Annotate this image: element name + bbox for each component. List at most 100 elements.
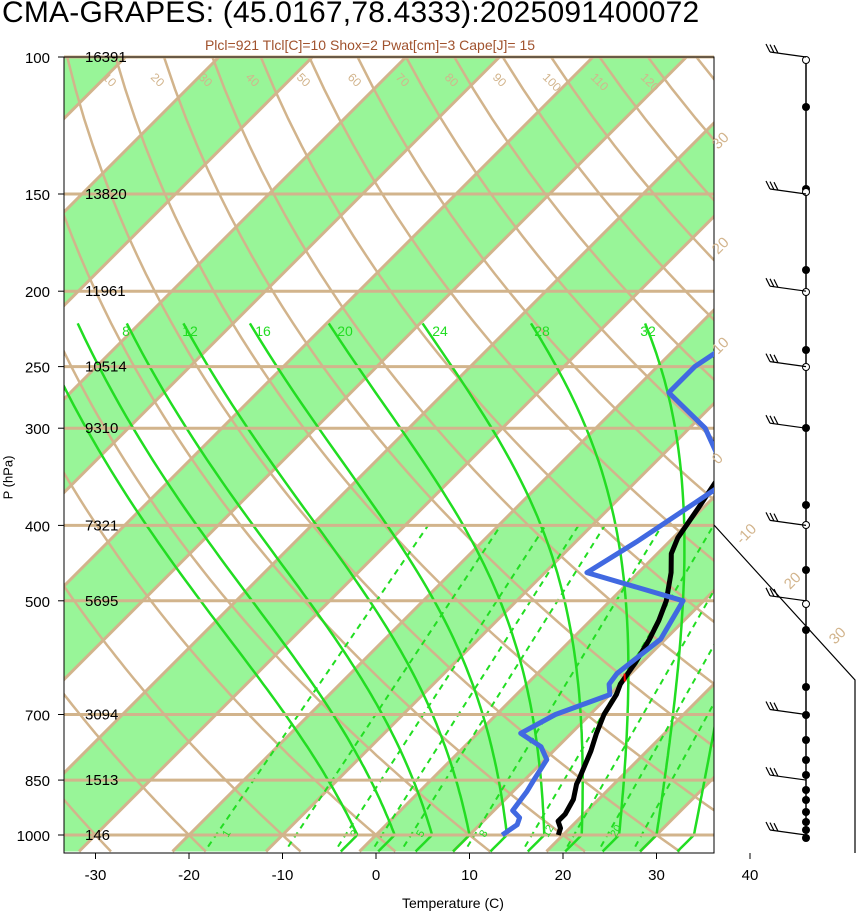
x-tick-label: 30 — [648, 867, 665, 884]
dry-adiabat-line — [114, 57, 714, 812]
isotherm-line — [64, 57, 314, 308]
wind-marker — [802, 756, 810, 764]
y-tick-label: 500 — [25, 594, 50, 611]
wind-marker — [802, 501, 810, 509]
wind-marker — [802, 834, 810, 842]
y-tick-label: 200 — [25, 284, 50, 301]
x-tick-label: -30 — [85, 867, 107, 884]
y-tick-label: 700 — [25, 707, 50, 724]
moist-adiabat-label: 8 — [122, 323, 130, 339]
wind-barb-flag — [769, 822, 775, 831]
wind-barb-flag — [769, 767, 775, 776]
mixing-ratio-line — [207, 524, 429, 848]
mixing-ratio-line — [337, 524, 547, 848]
y-tick-label: 250 — [25, 360, 50, 377]
height-label: 9310 — [85, 420, 118, 437]
wind-barb-flag — [769, 278, 775, 288]
mixing-ratio-label: 12 — [540, 823, 557, 840]
wind-barb-flag — [769, 44, 775, 53]
dewpoint-profile — [500, 350, 714, 838]
isotherm-band — [734, 57, 860, 851]
moist-adiabat-label: 12 — [182, 323, 198, 339]
wind-barb — [769, 519, 807, 526]
wind-barb-flag — [773, 588, 779, 598]
mixing-ratio-label: 20 — [608, 823, 625, 840]
isotherm-line — [64, 57, 595, 589]
dry-adiabat-line — [64, 211, 586, 853]
wind-barb-flag — [765, 701, 771, 710]
wind-barb-flag — [769, 588, 775, 597]
wind-barb-flag — [769, 181, 775, 190]
wind-marker — [802, 566, 810, 574]
wind-panel — [713, 43, 856, 853]
wind-marker — [802, 711, 810, 719]
moist-adiabat-line — [125, 322, 434, 853]
mixing-ratio-line — [402, 524, 606, 848]
wind-barb-flag — [769, 512, 775, 522]
moist-adiabat-label: 28 — [534, 323, 550, 339]
y-tick-label: 1000 — [17, 828, 50, 845]
temperature-profile — [555, 479, 714, 836]
moist-adiabat-line — [76, 322, 397, 853]
wind-barb-flag — [765, 821, 771, 831]
wind-marker — [802, 56, 810, 64]
chart-title: CMA-GRAPES: (45.0167,78.4333):2025091400… — [2, 0, 700, 29]
wind-barb-flag — [765, 512, 771, 521]
wind-marker — [802, 736, 810, 744]
moist-adiabat-label: 32 — [640, 323, 656, 339]
dry-adiabat-line — [64, 692, 207, 853]
x-tick-label: 0 — [372, 867, 380, 884]
moist-adiabat-line — [182, 322, 471, 853]
wind-barb-flag — [773, 768, 779, 777]
mixing-ratio-lines — [207, 524, 714, 848]
dry-adiabat-line — [453, 57, 714, 382]
isotherm-line — [358, 494, 714, 853]
wind-barb — [769, 422, 807, 429]
dry-adiabat-label: 60 — [345, 70, 365, 90]
moist-adiabat-line — [639, 322, 686, 853]
isotherm-line — [734, 57, 860, 851]
wind-barb-flag — [773, 513, 779, 522]
wind-barb — [769, 595, 807, 602]
wind-barb-flag — [765, 43, 771, 53]
x-tick-label: -20 — [178, 867, 200, 884]
wind-barb — [769, 361, 807, 368]
height-label: 7321 — [85, 517, 118, 534]
height-label: 11961 — [85, 283, 126, 300]
moist-adiabat-line — [64, 383, 359, 853]
isotherm-label: -10 — [733, 520, 760, 547]
wind-marker — [802, 786, 810, 794]
mixing-ratio-line — [524, 524, 714, 848]
moist-adiabat-line — [421, 322, 584, 853]
mixing-ratio-label: 1 — [220, 828, 233, 839]
wind-barb-flag — [765, 766, 771, 776]
moist-adiabat-label: 20 — [337, 323, 353, 339]
wind-marker — [802, 188, 810, 196]
wind-barb-flag — [765, 277, 771, 287]
isotherm-label: 0 — [709, 450, 727, 468]
wind-marker — [802, 771, 810, 779]
wind-marker — [802, 266, 810, 274]
wind-marker — [802, 363, 810, 371]
x-axis-label: Temperature (C) — [402, 895, 504, 911]
mixing-ratio-label: 3 — [348, 828, 361, 839]
wind-barb-flag — [769, 353, 775, 363]
wind-barb — [769, 188, 807, 195]
wind-barb-flag — [773, 279, 779, 288]
isotherm-label: 30 — [826, 624, 850, 648]
wind-marker — [802, 683, 810, 691]
plot-frame — [63, 56, 715, 854]
wind-barb-flag — [769, 701, 775, 711]
mixing-ratio-line — [373, 524, 580, 848]
mixing-ratio-line — [287, 524, 502, 848]
mixing-ratio-line — [466, 524, 663, 848]
isotherm-line — [64, 57, 221, 215]
moist-adiabat-line — [676, 723, 714, 853]
chart-subtitle: Plcl=921 Tlcl[C]=10 Shox=2 Pwat[cm]=3 Ca… — [204, 37, 536, 53]
height-label: 3094 — [85, 706, 118, 723]
green-bands — [64, 57, 860, 852]
x-tick-label: 20 — [555, 867, 572, 884]
isotherm-line — [64, 57, 688, 682]
isotherm-line — [64, 57, 408, 402]
height-label: 13820 — [85, 186, 127, 203]
